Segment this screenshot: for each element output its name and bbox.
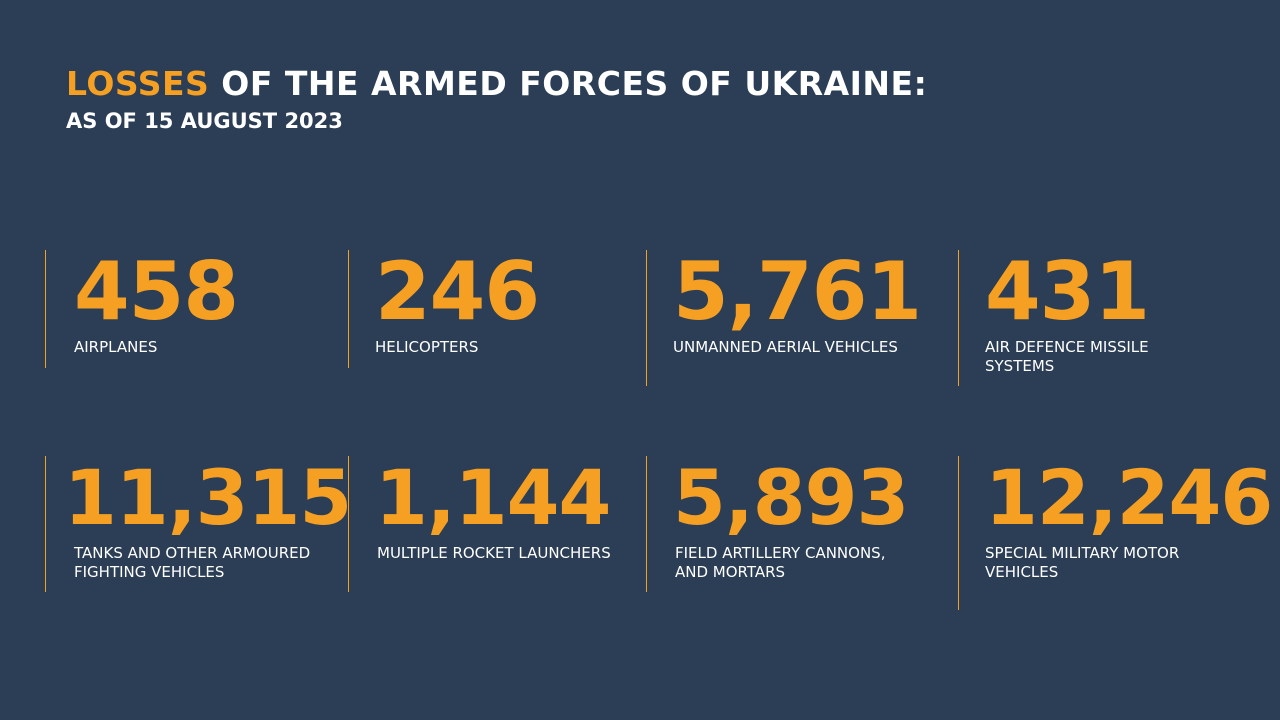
stat-value: 458 [74, 245, 239, 338]
stat-value: 5,761 [673, 245, 922, 338]
header: LOSSES OF THE ARMED FORCES OF UKRAINE: A… [66, 62, 927, 136]
stat-value: 11,315 [64, 453, 352, 542]
stat-value: 1,144 [375, 453, 611, 542]
stat-value: 246 [375, 245, 540, 338]
stat-value: 5,893 [673, 453, 909, 542]
stat-tanks: 11,315 TANKS AND OTHER ARMOURED FIGHTING… [45, 453, 352, 592]
stat-value: 431 [985, 245, 1150, 338]
stat-label: MULTIPLE ROCKET LAUNCHERS [377, 544, 611, 562]
title-accent: LOSSES [66, 64, 210, 103]
stat-label: SPECIAL MILITARY MOTOR VEHICLES [985, 544, 1180, 581]
page-title: LOSSES OF THE ARMED FORCES OF UKRAINE: [66, 62, 927, 106]
stat-label: FIELD ARTILLERY CANNONS, AND MORTARS [675, 544, 886, 581]
stat-motor-vehicles: 12,246 SPECIAL MILITARY MOTOR VEHICLES [958, 453, 1273, 610]
stat-uav: 5,761 UNMANNED AERIAL VEHICLES [646, 250, 956, 386]
stat-helicopters: 246 HELICOPTERS [348, 250, 643, 368]
stat-airplanes: 458 AIRPLANES [45, 250, 345, 368]
stat-label: AIR DEFENCE MISSILE SYSTEMS [985, 338, 1149, 375]
stat-artillery: 5,893 FIELD ARTILLERY CANNONS, AND MORTA… [646, 456, 956, 592]
stat-air-defence: 431 AIR DEFENCE MISSILE SYSTEMS [958, 250, 1258, 386]
title-rest: OF THE ARMED FORCES OF UKRAINE: [209, 64, 928, 103]
stat-label: HELICOPTERS [375, 338, 479, 356]
stat-label: AIRPLANES [74, 338, 158, 356]
stat-mlrs: 1,144 MULTIPLE ROCKET LAUNCHERS [348, 456, 643, 592]
stat-value: 12,246 [985, 453, 1273, 542]
stat-label: TANKS AND OTHER ARMOURED FIGHTING VEHICL… [74, 544, 311, 581]
page-subtitle: AS OF 15 AUGUST 2023 [66, 109, 343, 133]
stat-label: UNMANNED AERIAL VEHICLES [673, 338, 898, 356]
